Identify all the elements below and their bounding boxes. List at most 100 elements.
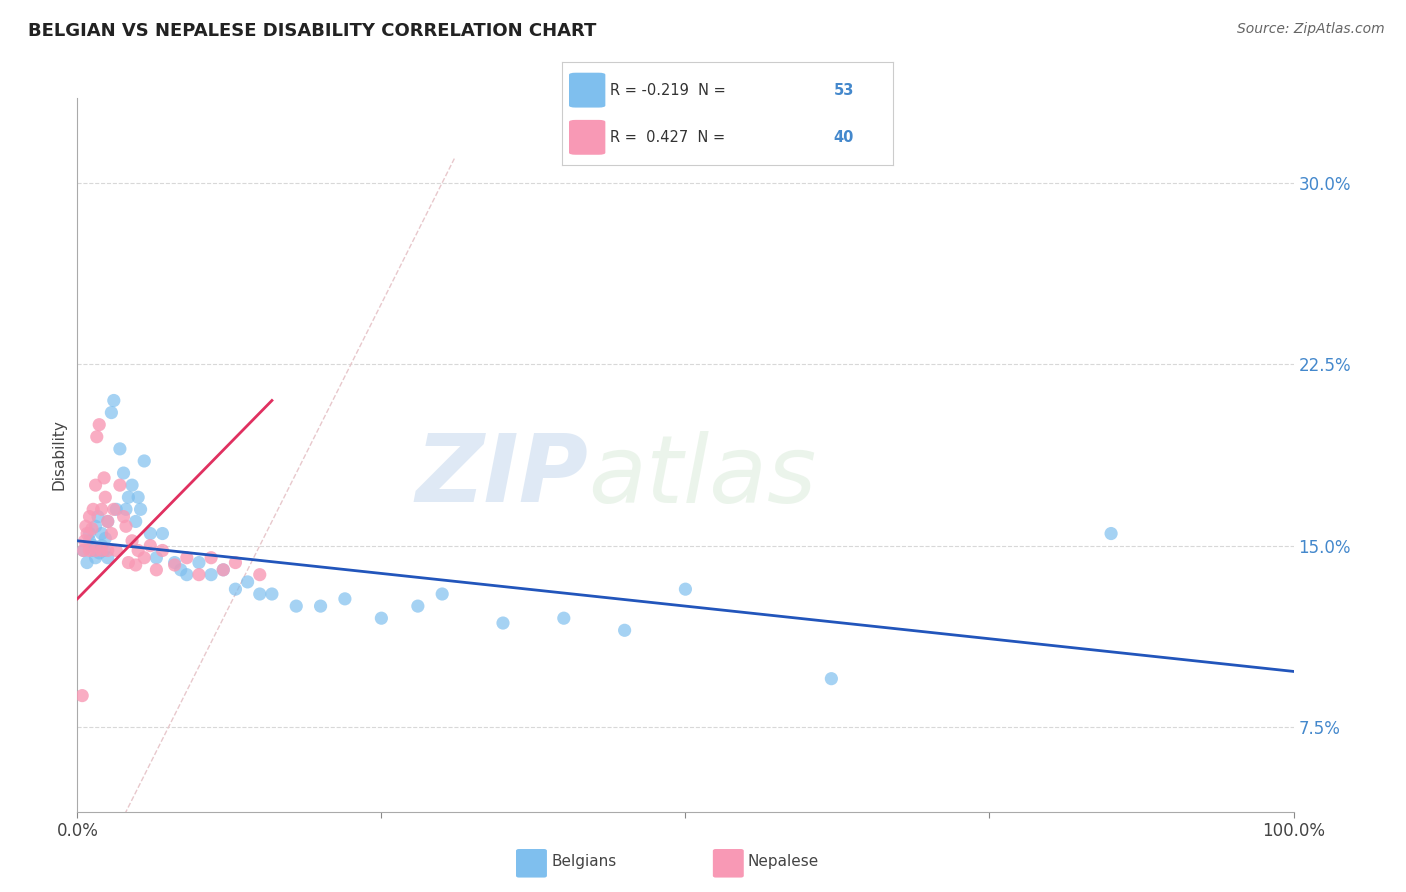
Point bbox=[212, 563, 235, 577]
Point bbox=[117, 490, 139, 504]
Point bbox=[84, 543, 107, 558]
Text: R = -0.219  N =: R = -0.219 N = bbox=[610, 83, 731, 97]
FancyBboxPatch shape bbox=[569, 73, 606, 108]
Point bbox=[105, 502, 128, 516]
Text: R =  0.427  N =: R = 0.427 N = bbox=[610, 130, 730, 145]
Point bbox=[115, 519, 138, 533]
Point bbox=[115, 502, 138, 516]
Point bbox=[152, 543, 174, 558]
Point bbox=[108, 442, 131, 456]
Point bbox=[176, 550, 198, 565]
Point bbox=[90, 502, 112, 516]
Point bbox=[675, 582, 697, 597]
Point bbox=[236, 574, 259, 589]
Point bbox=[170, 563, 193, 577]
Text: atlas: atlas bbox=[588, 431, 817, 522]
Point bbox=[86, 430, 108, 444]
Point bbox=[129, 502, 152, 516]
Point bbox=[105, 543, 128, 558]
Text: 40: 40 bbox=[834, 130, 853, 145]
Point bbox=[93, 471, 115, 485]
Point bbox=[224, 556, 246, 570]
Point bbox=[97, 515, 120, 529]
Text: BELGIAN VS NEPALESE DISABILITY CORRELATION CHART: BELGIAN VS NEPALESE DISABILITY CORRELATI… bbox=[28, 22, 596, 40]
Point bbox=[134, 454, 156, 468]
FancyBboxPatch shape bbox=[569, 120, 606, 155]
Point bbox=[145, 550, 167, 565]
Point bbox=[79, 543, 101, 558]
Point bbox=[249, 587, 271, 601]
Point bbox=[80, 522, 103, 536]
Y-axis label: Disability: Disability bbox=[52, 419, 67, 491]
Point bbox=[285, 599, 308, 613]
Point bbox=[76, 556, 98, 570]
Point bbox=[121, 533, 143, 548]
Point bbox=[79, 533, 101, 548]
Point bbox=[103, 502, 125, 516]
Point bbox=[73, 533, 96, 548]
Point bbox=[152, 526, 174, 541]
Point bbox=[127, 490, 149, 504]
Point bbox=[75, 519, 97, 533]
Point bbox=[90, 543, 112, 558]
Point bbox=[163, 556, 186, 570]
Point bbox=[163, 558, 186, 572]
Point bbox=[200, 567, 222, 582]
Text: Belgians: Belgians bbox=[551, 855, 616, 869]
Point bbox=[94, 532, 117, 546]
Point bbox=[125, 515, 148, 529]
Point bbox=[90, 526, 112, 541]
Point bbox=[84, 550, 107, 565]
Point bbox=[1099, 526, 1122, 541]
Point bbox=[613, 624, 636, 638]
Point bbox=[309, 599, 332, 613]
Point bbox=[432, 587, 454, 601]
Text: 53: 53 bbox=[834, 83, 853, 97]
Point bbox=[79, 526, 101, 541]
Point bbox=[72, 543, 94, 558]
Point bbox=[80, 543, 103, 558]
Point bbox=[100, 526, 122, 541]
Point bbox=[108, 478, 131, 492]
Point bbox=[89, 546, 111, 560]
Point bbox=[139, 526, 162, 541]
Point bbox=[125, 558, 148, 572]
Point bbox=[406, 599, 429, 613]
Point bbox=[249, 567, 271, 582]
Text: Source: ZipAtlas.com: Source: ZipAtlas.com bbox=[1237, 22, 1385, 37]
Point bbox=[117, 556, 139, 570]
Point bbox=[820, 672, 842, 686]
Point bbox=[134, 550, 156, 565]
Point bbox=[87, 509, 110, 524]
Point bbox=[212, 563, 235, 577]
Point bbox=[121, 478, 143, 492]
Point bbox=[97, 515, 120, 529]
Point bbox=[100, 406, 122, 420]
Point bbox=[97, 550, 120, 565]
Point bbox=[553, 611, 575, 625]
Point bbox=[370, 611, 392, 625]
Point bbox=[139, 539, 162, 553]
Text: Nepalese: Nepalese bbox=[748, 855, 820, 869]
Point bbox=[79, 509, 101, 524]
Point bbox=[94, 490, 117, 504]
Point bbox=[84, 478, 107, 492]
Point bbox=[333, 591, 356, 606]
Point bbox=[84, 519, 107, 533]
Point bbox=[188, 556, 211, 570]
Point bbox=[145, 563, 167, 577]
Point bbox=[188, 567, 211, 582]
Point bbox=[200, 550, 222, 565]
Point bbox=[112, 509, 135, 524]
Point bbox=[176, 567, 198, 582]
Point bbox=[70, 689, 93, 703]
Point bbox=[76, 526, 98, 541]
Point bbox=[103, 393, 125, 408]
Text: ZIP: ZIP bbox=[415, 430, 588, 523]
Point bbox=[72, 543, 94, 558]
Point bbox=[492, 615, 515, 630]
Point bbox=[90, 539, 112, 553]
Point bbox=[224, 582, 246, 597]
Point bbox=[127, 543, 149, 558]
Point bbox=[93, 543, 115, 558]
